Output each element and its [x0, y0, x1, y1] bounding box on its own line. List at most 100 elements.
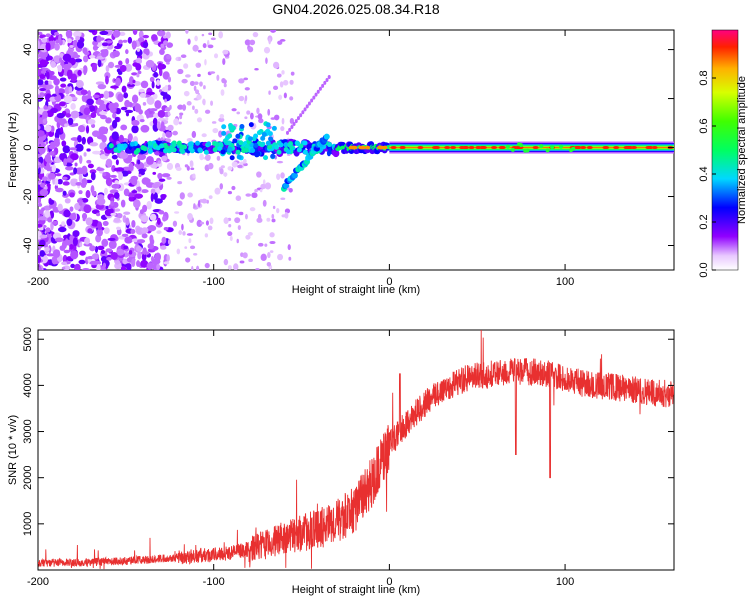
spectrogram-cell: [259, 188, 263, 193]
spectrogram-cell: [244, 95, 248, 102]
spectrogram-cell: [276, 160, 284, 164]
spectrogram-cell: [307, 101, 311, 106]
spectrogram-cell: [77, 69, 82, 77]
spectrogram-cell: [187, 38, 191, 45]
spectrogram-cell: [190, 167, 195, 171]
spectrogram-cell: [450, 146, 457, 150]
spectrogram-cell: [264, 182, 272, 190]
spectrogram-cell: [39, 59, 47, 67]
spectrogram-cell: [204, 233, 209, 238]
spectrogram-cell: [249, 39, 256, 46]
spectrogram-cell: [70, 263, 76, 269]
spectrogram-cell: [97, 58, 102, 68]
spectrogram-cell: [86, 98, 95, 106]
spectrogram-cell: [146, 200, 152, 210]
spectrogram-cell: [88, 30, 96, 33]
spectrogram-cell: [417, 146, 424, 150]
spectrogram-cell: [301, 110, 305, 115]
spectrogram-cell: [166, 61, 170, 65]
spectrogram-cell: [184, 164, 189, 168]
spectrogram-cell: [54, 85, 60, 94]
spectrogram-cell: [87, 118, 96, 125]
spectrogram-cell: [187, 213, 193, 221]
spectrogram-cell: [46, 71, 50, 80]
spectrogram-cell: [135, 147, 141, 153]
spectrogram-cell: [112, 50, 120, 58]
spectrogram-cell: [179, 147, 185, 153]
spectrogram-cell: [137, 186, 142, 192]
spectrogram-cell: [40, 70, 47, 74]
spectrogram-cell: [149, 76, 155, 83]
spectrogram-cell: [323, 80, 327, 85]
spectrogram-cell: [160, 43, 165, 49]
spectrogram-cell: [131, 119, 140, 126]
spectrogram-cell: [218, 117, 225, 123]
spectrogram-cell: [179, 192, 185, 200]
snr-frame: [37, 329, 675, 571]
spectrogram-cell: [157, 109, 166, 118]
spectrogram-cell: [131, 125, 139, 134]
spectrogram-cell: [83, 204, 92, 214]
spectrogram-cell: [65, 158, 73, 162]
spectrogram-cell: [64, 86, 70, 95]
spectrogram-cell: [149, 213, 157, 222]
spectrogram-cell: [128, 196, 134, 202]
spectrogram-cell: [150, 193, 154, 202]
spectrogram-cell: [124, 63, 133, 72]
spectrogram-cell: [277, 253, 284, 261]
spectrogram-cell: [118, 134, 125, 143]
spectrogram-cell: [221, 130, 227, 136]
colorbar-axes: 0.0 0.2 0.4 0.6 0.8: [698, 70, 716, 278]
spectrogram-cell: [250, 112, 254, 120]
spectrogram-cell: [491, 146, 498, 150]
spectrogram-cell: [155, 145, 161, 151]
spectrogram-cell: [38, 213, 41, 218]
spectrogram-cell: [86, 148, 91, 152]
spectrogram-cell: [142, 41, 149, 49]
spectrogram-cell: [71, 212, 77, 221]
spectrogram-cell: [146, 262, 155, 270]
spectrogram-cell: [204, 109, 211, 114]
spectrogram-cell: [185, 74, 191, 78]
spectrogram-cell: [202, 43, 207, 49]
spectrogram-cell: [266, 217, 271, 222]
spectrogram-cell: [166, 254, 170, 262]
spectrogram-cell: [197, 199, 201, 208]
spectrogram-cell: [73, 30, 82, 38]
spectrogram-cell: [116, 226, 121, 231]
snr-ylabel: SNR (10 * v/v): [7, 415, 19, 485]
spectrogram-cell: [147, 243, 154, 250]
spectrogram-cell: [289, 118, 295, 125]
spectrogram-cell: [227, 231, 233, 237]
spectrogram-cell: [203, 149, 209, 155]
spectrogram-cell: [276, 208, 280, 214]
spectrogram-cell: [78, 115, 87, 119]
spectrogram-cell: [137, 70, 142, 75]
spectrogram-cell: [106, 40, 113, 44]
spectrogram-cell: [120, 106, 128, 111]
spectrogram-cell: [52, 220, 58, 225]
colorbar-tick-label: 0.2: [698, 214, 710, 229]
spectrogram-cell: [38, 267, 42, 270]
spectrogram-cell: [189, 245, 196, 250]
spectrogram-cell: [48, 172, 56, 180]
spectrogram-cell: [125, 112, 130, 117]
spectrogram-cell: [459, 146, 466, 150]
spectrogram-cell: [61, 261, 68, 266]
spectrogram-cell: [206, 141, 212, 147]
spectrogram-cell: [54, 43, 60, 51]
spectrogram-cell: [114, 116, 120, 123]
spectrogram-cell: [186, 138, 193, 143]
spectrogram-cell: [111, 119, 118, 129]
spectrogram-cell: [110, 200, 115, 207]
spectrogram-cell: [182, 231, 186, 236]
spectrogram-cell: [242, 158, 247, 164]
spectrogram-ytick-label: 0: [22, 144, 34, 150]
spectrogram-cell: [100, 50, 108, 58]
spectrogram-cell: [48, 199, 55, 205]
spectrogram-cell: [122, 258, 128, 265]
spectrogram-cell: [163, 40, 168, 46]
spectrogram-cell: [55, 173, 62, 177]
spectrogram-cell: [382, 145, 388, 150]
